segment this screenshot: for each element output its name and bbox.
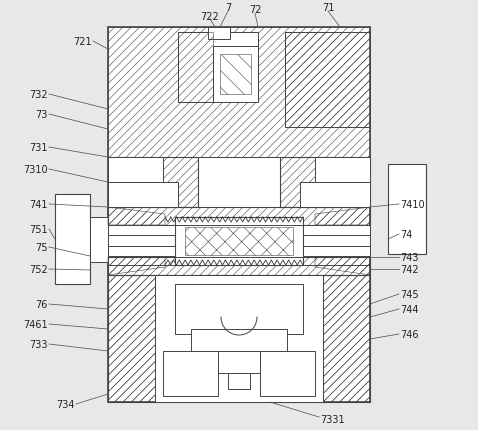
Bar — [178, 33, 258, 103]
Text: 7310: 7310 — [23, 165, 48, 175]
Bar — [175, 218, 303, 265]
Text: 7410: 7410 — [400, 200, 424, 209]
Bar — [178, 33, 213, 103]
Text: 752: 752 — [29, 264, 48, 274]
Text: 734: 734 — [56, 399, 75, 409]
Bar — [108, 258, 370, 275]
Bar — [303, 246, 370, 256]
Bar — [108, 208, 370, 225]
Bar — [108, 183, 178, 208]
Text: 745: 745 — [400, 289, 419, 299]
Bar — [388, 165, 426, 255]
Bar — [108, 246, 175, 256]
Bar — [108, 28, 370, 402]
Bar — [108, 208, 370, 225]
Text: 742: 742 — [400, 264, 419, 274]
Bar — [280, 158, 370, 208]
Text: 71: 71 — [322, 3, 334, 13]
Text: 721: 721 — [74, 37, 92, 47]
Bar — [213, 47, 258, 103]
Bar — [191, 329, 287, 351]
Bar — [90, 218, 108, 262]
Text: 74: 74 — [400, 230, 413, 240]
Text: 76: 76 — [36, 299, 48, 309]
Bar — [303, 225, 370, 236]
Bar — [108, 28, 370, 158]
Bar — [228, 373, 250, 389]
Text: 75: 75 — [35, 243, 48, 252]
Text: 72: 72 — [249, 5, 261, 15]
Text: 751: 751 — [29, 224, 48, 234]
Text: 744: 744 — [400, 304, 419, 314]
Text: 732: 732 — [29, 90, 48, 100]
Text: 733: 733 — [30, 339, 48, 349]
Text: 722: 722 — [201, 12, 219, 22]
Bar — [208, 28, 230, 40]
Bar — [185, 227, 293, 255]
Bar — [108, 225, 370, 258]
Bar — [260, 351, 315, 396]
Text: 7331: 7331 — [320, 414, 345, 424]
Bar — [55, 194, 90, 284]
Bar — [285, 33, 370, 128]
Text: 746: 746 — [400, 329, 419, 339]
Text: 73: 73 — [36, 110, 48, 120]
Bar — [108, 158, 198, 208]
Bar — [220, 55, 251, 95]
Bar — [155, 275, 323, 402]
Bar — [280, 158, 370, 208]
Bar — [300, 183, 370, 208]
Bar — [108, 158, 163, 183]
Bar — [108, 258, 370, 275]
Text: 731: 731 — [30, 143, 48, 153]
Bar — [108, 275, 155, 402]
Bar — [315, 158, 370, 183]
Text: 743: 743 — [400, 252, 419, 262]
Bar — [108, 275, 370, 402]
Bar — [108, 225, 175, 236]
Bar — [323, 275, 370, 402]
Bar — [108, 275, 155, 402]
Text: 741: 741 — [30, 200, 48, 209]
Text: 7461: 7461 — [23, 319, 48, 329]
Bar — [175, 284, 303, 334]
Bar — [108, 158, 198, 208]
Text: 7: 7 — [225, 3, 231, 13]
Bar — [285, 33, 370, 128]
Bar — [108, 275, 370, 402]
Bar — [218, 351, 260, 373]
Bar — [163, 351, 218, 396]
Bar — [323, 275, 370, 402]
